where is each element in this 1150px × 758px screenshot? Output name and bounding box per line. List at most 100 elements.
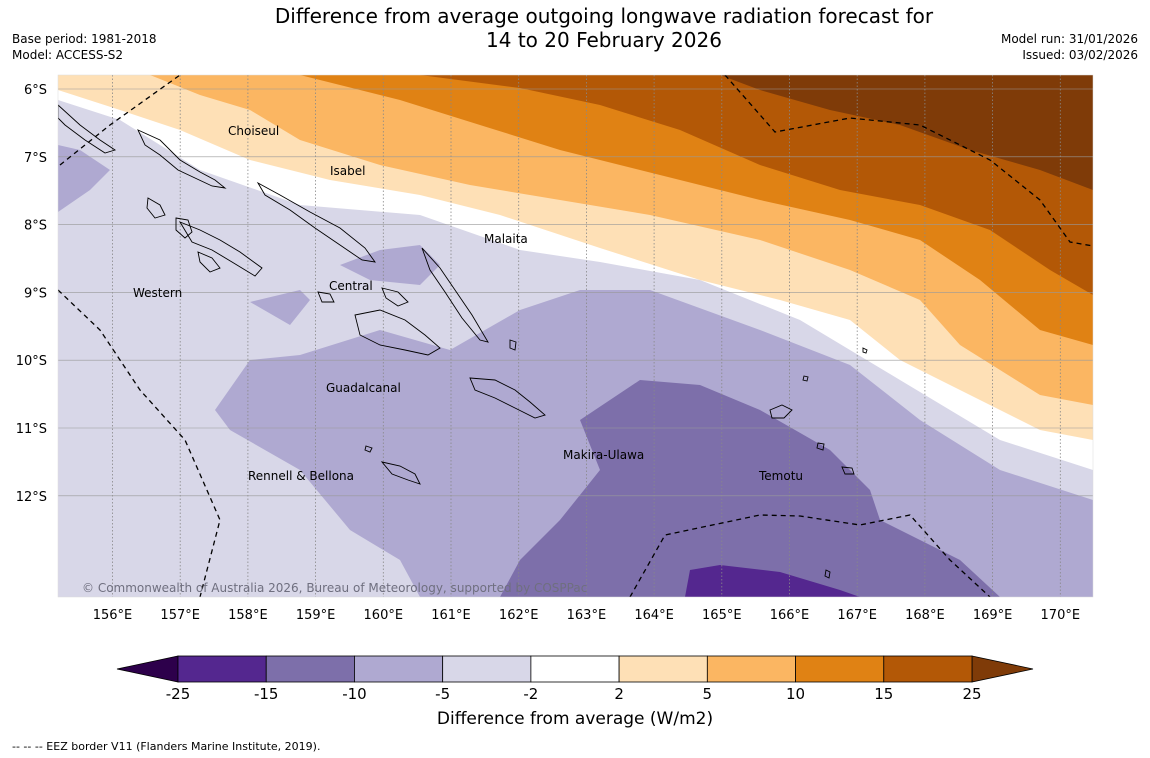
lat-label: 12°S bbox=[16, 490, 47, 505]
island-bellona bbox=[364, 445, 373, 453]
region-label-guadalcanal: Guadalcanal bbox=[326, 381, 401, 395]
island-choiseul bbox=[137, 129, 227, 189]
meta-right: Model run: 31/01/2026 Issued: 03/02/2026 bbox=[1001, 31, 1138, 63]
lon-label: 160°E bbox=[364, 608, 404, 623]
lon-label: 170°E bbox=[1041, 608, 1081, 623]
island-temotu-small-2 bbox=[841, 466, 855, 475]
region-label-rennell-bellona: Rennell & Bellona bbox=[248, 469, 354, 483]
band-minus25-minus15 bbox=[685, 565, 860, 597]
region-label-malaita: Malaita bbox=[484, 232, 528, 246]
colorbar-segment bbox=[177, 655, 267, 683]
colorbar-tick-label: 10 bbox=[786, 685, 805, 703]
band-over-25 bbox=[720, 75, 1093, 190]
colorbar-tick-label: -25 bbox=[166, 685, 191, 703]
lat-label: 11°S bbox=[16, 422, 47, 437]
island-temotu-small-3 bbox=[824, 569, 831, 579]
region-label-western: Western bbox=[133, 286, 182, 300]
band-minus10-minus5-west bbox=[58, 145, 110, 212]
colorbar-segment bbox=[442, 655, 532, 683]
colorbar-over-arrow bbox=[971, 655, 1034, 683]
latitude-labels: 6°S 7°S 8°S 9°S 10°S 11°S 12°S bbox=[16, 83, 47, 505]
region-label-makira-ulawa: Makira-Ulawa bbox=[563, 448, 644, 462]
issued-date: Issued: 03/02/2026 bbox=[1022, 48, 1138, 62]
title-line-2: 14 to 20 February 2026 bbox=[486, 28, 722, 52]
island-guadalcanal bbox=[354, 309, 441, 356]
colorbar-segment bbox=[530, 655, 620, 683]
lon-label: 159°E bbox=[296, 608, 336, 623]
band-minus15-minus10 bbox=[500, 380, 1000, 597]
colorbar-tick-label: -2 bbox=[523, 685, 538, 703]
islands bbox=[58, 104, 868, 579]
colorbar-segment bbox=[795, 655, 885, 683]
colorbar-under-arrow bbox=[116, 655, 179, 683]
map-frame bbox=[57, 74, 1094, 598]
lon-label: 162°E bbox=[499, 608, 539, 623]
island-russell bbox=[317, 291, 335, 303]
island-western-2 bbox=[175, 217, 193, 239]
colorbar-tick-label: 15 bbox=[874, 685, 893, 703]
lon-label: 167°E bbox=[837, 608, 877, 623]
island-isabel bbox=[256, 181, 376, 263]
island-rennell bbox=[380, 461, 421, 485]
region-label-isabel: Isabel bbox=[330, 164, 365, 178]
island-western-3 bbox=[197, 251, 221, 273]
lat-label: 9°S bbox=[24, 286, 47, 301]
eez-border-west bbox=[58, 289, 221, 597]
colorbar-segment bbox=[618, 655, 708, 683]
island-reef bbox=[802, 375, 809, 382]
colorbar: -25 -15 -10 -5 -2 2 5 10 15 25 bbox=[116, 655, 1034, 703]
region-label-choiseul: Choiseul bbox=[228, 124, 279, 138]
region-label-temotu: Temotu bbox=[758, 469, 803, 483]
lon-label: 165°E bbox=[702, 608, 742, 623]
colorbar-tick-label: 2 bbox=[614, 685, 624, 703]
region-label-central: Central bbox=[329, 279, 373, 293]
island-duff bbox=[862, 347, 868, 354]
lon-label: 157°E bbox=[160, 608, 200, 623]
model-name: Model: ACCESS-S2 bbox=[12, 48, 124, 62]
longitude-labels: 156°E 157°E 158°E 159°E 160°E 161°E 162°E 163°E… bbox=[93, 608, 1080, 623]
base-period: Base period: 1981-2018 bbox=[12, 32, 157, 46]
gridlines bbox=[58, 75, 1093, 597]
lat-label: 6°S bbox=[24, 83, 47, 98]
island-ulawa bbox=[509, 339, 517, 351]
lon-label: 168°E bbox=[905, 608, 945, 623]
island-malaita bbox=[421, 247, 489, 343]
colorbar-tick-label: 25 bbox=[962, 685, 981, 703]
chart-title: Difference from average outgoing longwav… bbox=[0, 4, 1150, 52]
lon-label: 166°E bbox=[770, 608, 810, 623]
colorbar-segment bbox=[354, 655, 444, 683]
island-western-1 bbox=[146, 197, 166, 219]
lon-label: 163°E bbox=[567, 608, 607, 623]
meta-left: Base period: 1981-2018 Model: ACCESS-S2 bbox=[12, 31, 157, 63]
island-new-georgia bbox=[178, 221, 263, 277]
island-bougainville-tip bbox=[58, 104, 117, 154]
lon-label: 169°E bbox=[973, 608, 1013, 623]
lon-label: 161°E bbox=[431, 608, 471, 623]
band-minus10-minus5-north bbox=[340, 245, 440, 285]
island-santa-cruz bbox=[769, 404, 793, 419]
colorbar-segment bbox=[883, 655, 973, 683]
band-minus10-minus5-small bbox=[250, 290, 310, 325]
colorbar-segment bbox=[265, 655, 355, 683]
eez-border-northeast bbox=[724, 75, 1093, 247]
colorbar-tick-label: -5 bbox=[435, 685, 450, 703]
eez-footnote: -- -- -- EEZ border V11 (Flanders Marine… bbox=[12, 740, 321, 753]
model-run: Model run: 31/01/2026 bbox=[1000, 32, 1138, 46]
lon-label: 156°E bbox=[93, 608, 133, 623]
colorbar-tick-label: -10 bbox=[342, 685, 367, 703]
eez-border-south bbox=[629, 514, 991, 597]
lon-label: 158°E bbox=[228, 608, 268, 623]
lat-label: 8°S bbox=[24, 219, 47, 234]
island-temotu-small-1 bbox=[816, 442, 825, 451]
colorbar-tick-label: -15 bbox=[254, 685, 279, 703]
title-line-1: Difference from average outgoing longwav… bbox=[274, 4, 934, 28]
eez-border-north bbox=[59, 75, 181, 166]
island-nggela bbox=[381, 287, 409, 307]
lat-label: 10°S bbox=[16, 354, 47, 369]
lon-label: 164°E bbox=[634, 608, 674, 623]
colorbar-title: Difference from average (W/m2) bbox=[436, 709, 714, 729]
copyright-notice: © Commonwealth of Australia 2026, Bureau… bbox=[82, 581, 587, 595]
colorbar-segment bbox=[706, 655, 796, 683]
colorbar-tick-label: 5 bbox=[703, 685, 713, 703]
